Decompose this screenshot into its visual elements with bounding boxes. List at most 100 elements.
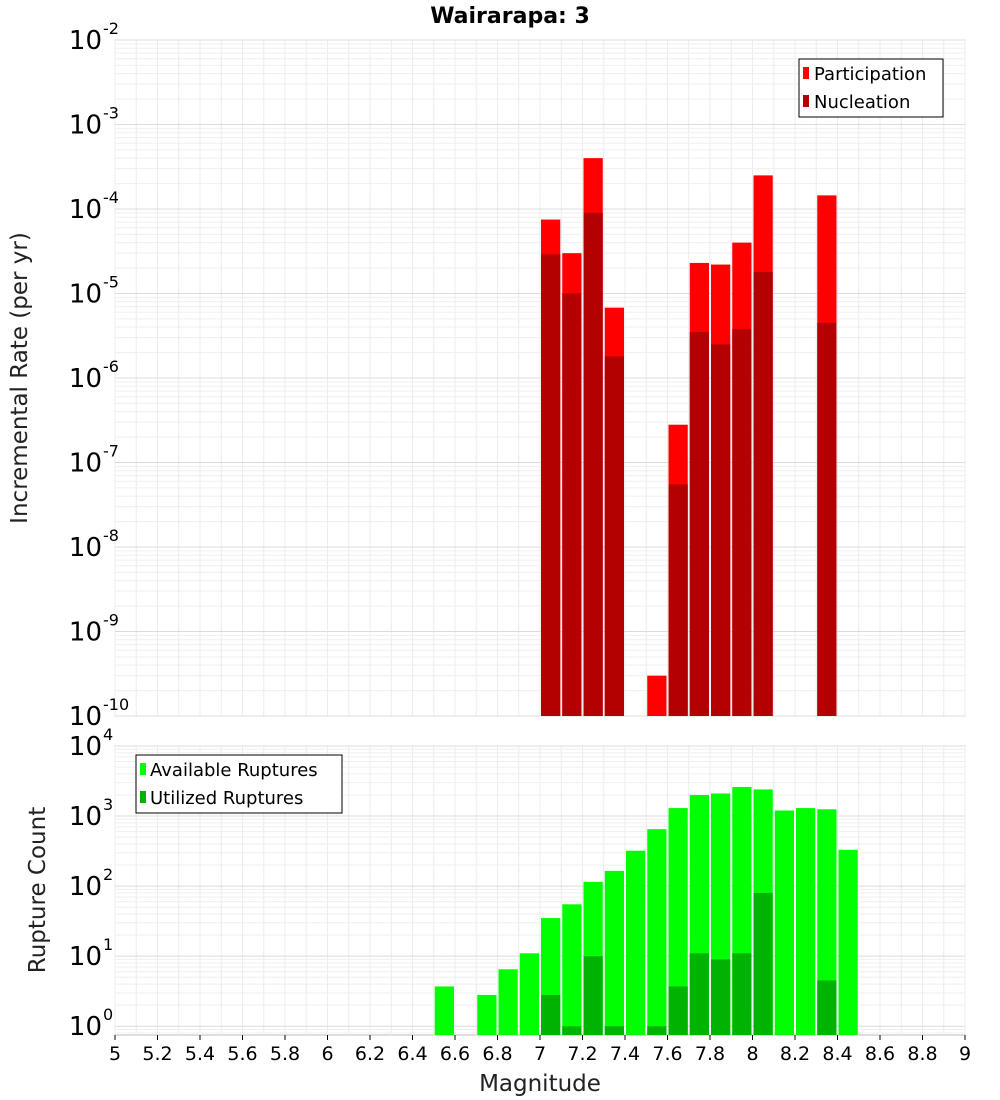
y-tick-label: 10: [69, 280, 102, 310]
bar-available-ruptures: [647, 829, 667, 1035]
bar-utilized-ruptures: [689, 953, 709, 1035]
legend-label-participation: Participation: [814, 64, 926, 85]
top-legend: Participation Nucleation: [798, 58, 944, 118]
bottom-legend: Available Ruptures Utilized Ruptures: [135, 754, 343, 814]
y-tick-exponent: -4: [103, 188, 119, 207]
x-tick-label: 6.2: [355, 1043, 385, 1065]
top-grid: [114, 39, 966, 717]
top-legend-box: [798, 58, 944, 118]
bar-utilized-ruptures: [583, 956, 603, 1035]
legend-label-utilized: Utilized Ruptures: [150, 788, 303, 809]
y-tick-label: 10: [69, 942, 102, 972]
legend-swatch-participation: [803, 67, 809, 79]
bar-nucleation: [668, 484, 688, 716]
x-tick-label: 7.6: [652, 1043, 682, 1065]
bar-nucleation: [711, 344, 731, 716]
x-tick-label: 8.2: [780, 1043, 810, 1065]
y-tick-exponent: -5: [103, 273, 119, 292]
y-tick-label: 10: [69, 802, 102, 832]
bar-available-ruptures: [562, 904, 582, 1035]
y-tick-exponent: -3: [103, 104, 119, 123]
x-tick-label: 5.6: [227, 1043, 257, 1065]
bar-nucleation: [817, 322, 837, 716]
x-tick-label: 7: [534, 1043, 546, 1065]
y-tick-exponent: -6: [103, 357, 119, 376]
bar-available-ruptures: [796, 808, 816, 1035]
y-tick-exponent: -2: [103, 19, 119, 38]
legend-swatch-available: [140, 763, 146, 775]
bar-available-ruptures: [604, 870, 624, 1035]
bottom-bars: [434, 786, 858, 1035]
y-tick-label: 10: [69, 111, 102, 141]
legend-label-available: Available Ruptures: [150, 760, 318, 781]
bar-nucleation: [541, 254, 561, 716]
x-tick-label: 7.2: [567, 1043, 597, 1065]
bar-available-ruptures: [519, 953, 539, 1035]
bar-available-ruptures: [498, 969, 518, 1035]
x-tick-label: 8.6: [865, 1043, 895, 1065]
x-tick-label: 6.8: [482, 1043, 512, 1065]
y-tick-label: 10: [69, 533, 102, 563]
y-tick-exponent: 3: [103, 795, 113, 814]
x-tick-label: 6: [321, 1043, 333, 1065]
y-tick-label: 10: [69, 1012, 102, 1042]
bar-nucleation: [689, 332, 709, 716]
y-tick-label: 10: [69, 449, 102, 479]
x-tick-label: 7.8: [695, 1043, 725, 1065]
bar-nucleation: [604, 356, 624, 716]
y-tick-label: 10: [69, 618, 102, 648]
x-ticks: 5 5.2 5.4 5.6 5.8 6 6.2 6.4 6.6 6.8 7 7.2 7.4 7.6 7.8 8…: [109, 1035, 971, 1065]
bar-utilized-ruptures: [711, 959, 731, 1035]
y-tick-label: 10: [69, 195, 102, 225]
bar-nucleation: [753, 271, 773, 716]
x-axis-label: Magnitude: [479, 1071, 601, 1097]
bar-available-ruptures: [668, 808, 688, 1035]
x-tick-label: 8.8: [907, 1043, 937, 1065]
legend-swatch-nucleation: [803, 95, 809, 107]
bar-available-ruptures: [838, 849, 858, 1035]
y-tick-exponent: -8: [103, 526, 119, 545]
y-tick-exponent: 0: [103, 1005, 113, 1024]
x-tick-label: 8: [746, 1043, 758, 1065]
x-tick-label: 5.4: [185, 1043, 215, 1065]
x-tick-label: 5.2: [142, 1043, 172, 1065]
x-tick-label: 6.6: [440, 1043, 470, 1065]
bar-available-ruptures: [434, 986, 454, 1035]
bar-utilized-ruptures: [647, 1026, 667, 1035]
x-tick-label: 8.4: [822, 1043, 852, 1065]
top-bars: [541, 158, 837, 717]
y-tick-exponent: -7: [103, 442, 119, 461]
bar-utilized-ruptures: [817, 980, 837, 1035]
y-tick-label: 10: [69, 364, 102, 394]
x-tick-label: 5.8: [270, 1043, 300, 1065]
y-tick-exponent: 4: [103, 725, 113, 744]
y-tick-exponent: -10: [103, 695, 129, 714]
bar-nucleation: [583, 212, 603, 716]
bottom-y-axis-label: Rupture Count: [25, 807, 51, 973]
y-tick-label: 10: [69, 732, 102, 762]
bar-utilized-ruptures: [604, 1026, 624, 1035]
legend-swatch-utilized: [140, 791, 146, 803]
legend-label-nucleation: Nucleation: [814, 92, 910, 113]
bar-available-ruptures: [477, 994, 497, 1035]
bar-utilized-ruptures: [668, 986, 688, 1035]
y-tick-label: 10: [69, 872, 102, 902]
x-tick-label: 9: [959, 1043, 971, 1065]
bar-utilized-ruptures: [562, 1026, 582, 1035]
bar-nucleation: [732, 329, 752, 716]
bar-available-ruptures: [626, 850, 646, 1035]
bar-available-ruptures: [774, 810, 794, 1035]
x-tick-label: 7.4: [610, 1043, 640, 1065]
y-tick-exponent: 2: [103, 865, 113, 884]
y-tick-label: 10: [69, 26, 102, 56]
chart-title: Wairarapa: 3: [430, 4, 590, 29]
x-tick-label: 5: [109, 1043, 121, 1065]
bar-nucleation: [562, 293, 582, 716]
bar-utilized-ruptures: [732, 953, 752, 1035]
bar-available-ruptures: [817, 809, 837, 1035]
